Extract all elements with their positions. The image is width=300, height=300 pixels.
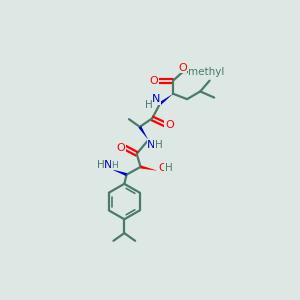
Text: O: O xyxy=(178,63,187,73)
Text: H: H xyxy=(112,161,118,170)
Polygon shape xyxy=(111,169,127,176)
Polygon shape xyxy=(159,94,173,105)
Text: N: N xyxy=(147,140,156,150)
Text: H: H xyxy=(97,160,105,170)
Polygon shape xyxy=(140,165,158,171)
Text: O: O xyxy=(165,119,174,130)
Polygon shape xyxy=(139,126,148,140)
Text: H: H xyxy=(145,100,153,110)
Text: H: H xyxy=(154,140,162,150)
Text: H: H xyxy=(165,164,172,173)
Text: O: O xyxy=(158,164,167,173)
Text: methyl: methyl xyxy=(188,67,225,77)
Text: O: O xyxy=(149,76,158,86)
Text: N: N xyxy=(104,160,112,170)
Text: N: N xyxy=(152,94,160,104)
Text: O: O xyxy=(117,143,126,153)
